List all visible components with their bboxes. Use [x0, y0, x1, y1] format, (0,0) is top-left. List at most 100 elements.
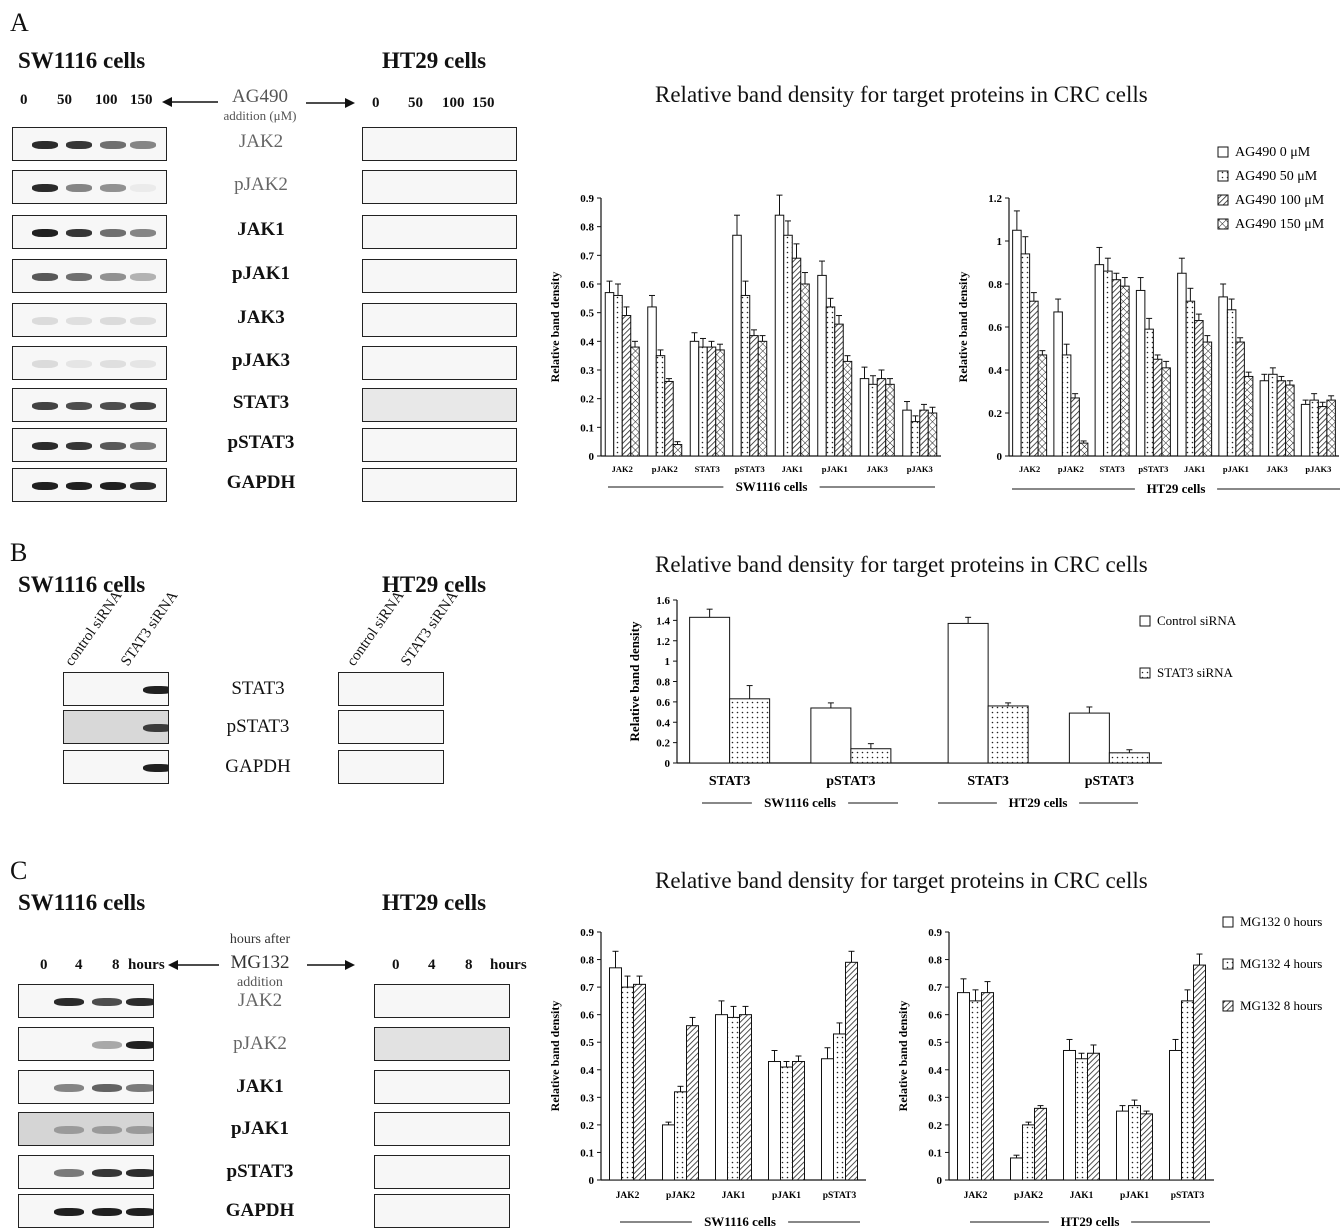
bar	[1152, 358, 1163, 457]
bar	[686, 1025, 699, 1181]
y-tick-label: 0.4	[988, 365, 1002, 377]
y-tick-label: 0.6	[928, 1010, 942, 1022]
lanes-unit: hours	[490, 957, 527, 973]
category-label: pSTAT3	[1085, 774, 1134, 789]
category-label: STAT3	[709, 774, 751, 789]
protein-label: pJAK1	[231, 263, 291, 284]
bar	[1268, 373, 1278, 457]
category-label: pSTAT3	[826, 774, 875, 789]
category-label: STAT3	[695, 464, 720, 474]
blot-strip	[362, 259, 517, 293]
bar	[689, 340, 700, 457]
blot-band	[32, 317, 58, 325]
panel-c-legend: MG132 0 hours MG132 4 hours MG132 8 hours	[1222, 914, 1322, 1013]
y-tick-label: 0.4	[928, 1065, 942, 1077]
y-tick-label: 0.4	[580, 1065, 594, 1077]
blot-strip	[12, 303, 167, 337]
blot-band	[130, 184, 156, 192]
legend-entry: AG490 150 μM	[1235, 217, 1325, 232]
bar	[727, 1016, 740, 1181]
panel-letter-a: A	[10, 8, 29, 37]
blot-strip	[374, 1112, 510, 1146]
protein-label: JAK1	[237, 219, 285, 240]
legend-swatch	[1222, 916, 1234, 928]
bar	[957, 992, 970, 1181]
y-tick-label: 0.3	[928, 1092, 942, 1104]
blot-band	[66, 360, 92, 368]
protein-label: JAK2	[238, 131, 284, 152]
treatment-sublabel: addition	[237, 975, 283, 990]
legend-entry: AG490 0 μM	[1235, 145, 1311, 160]
blot-band	[126, 1126, 153, 1134]
lane-label: 0	[40, 957, 48, 973]
y-tick-label: 1	[665, 656, 671, 668]
group-label: SW1116 cells	[704, 1214, 776, 1229]
blot-band	[54, 1084, 84, 1092]
blot-band	[32, 184, 58, 192]
blot-band	[32, 229, 58, 237]
bar	[1103, 270, 1113, 457]
lane-label-stat3-sirna: STAT3 siRNA	[398, 588, 462, 670]
bar	[1243, 375, 1254, 457]
y-tick-label: 0.5	[928, 1037, 942, 1049]
bar	[1012, 229, 1022, 457]
protein-label: pSTAT3	[226, 1161, 294, 1182]
treatment-sublabel: addition (μM)	[223, 108, 297, 123]
blot-strip	[362, 388, 517, 422]
blot-band	[100, 402, 126, 410]
blot-strip	[362, 468, 517, 502]
blot-strip	[18, 984, 154, 1018]
bar	[1140, 1113, 1153, 1181]
lane-label: 100	[95, 92, 118, 108]
blot-band	[100, 273, 126, 281]
bar	[792, 1061, 805, 1181]
bar	[800, 283, 810, 457]
bar	[1185, 300, 1196, 457]
blot-strip	[374, 984, 510, 1018]
blot-band	[66, 273, 92, 281]
bar	[1235, 341, 1245, 457]
protein-label: JAK3	[237, 307, 285, 328]
category-label: JAK3	[867, 464, 888, 474]
blot-band	[130, 229, 156, 237]
bar	[885, 383, 895, 457]
legend-entry: MG132 4 hours	[1240, 956, 1322, 971]
bar	[662, 1124, 675, 1181]
bar	[664, 380, 674, 457]
blot-strip	[12, 428, 167, 462]
blot-band	[100, 482, 126, 490]
blot-strip	[63, 672, 169, 706]
protein-label: pJAK3	[231, 350, 291, 371]
panel-b-chart-title: Relative band density for target protein…	[655, 552, 1148, 577]
blot-band	[126, 1208, 153, 1216]
bar	[876, 378, 887, 457]
bar	[740, 294, 751, 457]
bar	[621, 315, 632, 457]
bar	[674, 1091, 687, 1181]
bar	[774, 214, 785, 457]
y-tick-label: 0.8	[928, 955, 942, 967]
legend-entry: AG490 50 μM	[1235, 169, 1318, 184]
protein-label: STAT3	[231, 678, 285, 699]
legend-entry: MG132 8 hours	[1240, 998, 1322, 1013]
y-tick-label: 1.2	[656, 636, 670, 648]
bar	[732, 234, 742, 457]
bar	[672, 444, 683, 457]
category-label: pSTAT3	[735, 464, 765, 474]
bar	[910, 421, 921, 457]
blot-band	[130, 402, 156, 410]
legend-swatch	[1217, 146, 1229, 158]
blot-band	[126, 1169, 153, 1177]
y-axis-label: Relative band density	[896, 1001, 910, 1112]
protein-label: pJAK2	[234, 174, 288, 195]
lane-label: 4	[75, 957, 83, 973]
lane-label: 50	[57, 92, 72, 108]
blot-band	[92, 1208, 122, 1216]
y-tick-label: 0.6	[656, 697, 670, 709]
category-label: JAK2	[616, 1191, 640, 1201]
category-label: pSTAT3	[1138, 464, 1168, 474]
category-label: STAT3	[967, 774, 1009, 789]
bar	[1285, 384, 1295, 457]
lane-label: 0	[372, 95, 380, 111]
category-label: JAK1	[722, 1191, 746, 1201]
